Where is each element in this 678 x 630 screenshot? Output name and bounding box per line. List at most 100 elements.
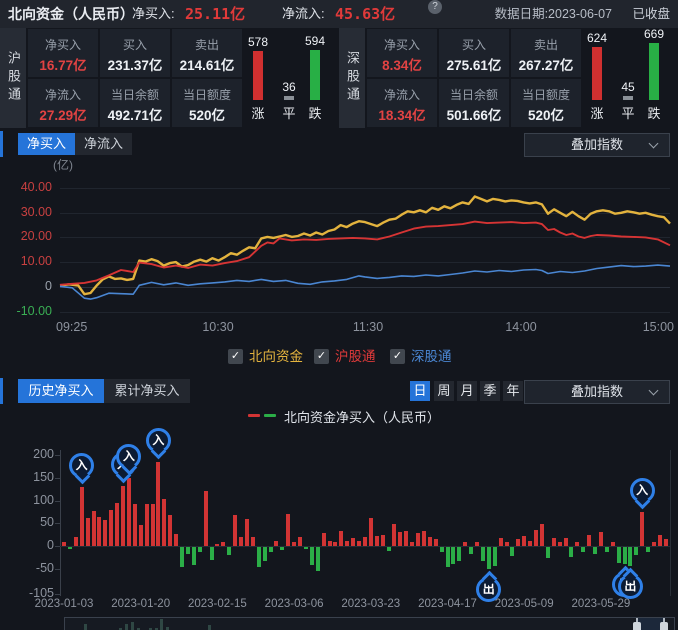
gridline [60,286,670,288]
history-bar [634,547,639,556]
history-bar [126,478,131,546]
history-bar [581,547,586,552]
bar-y-axis-tick [55,523,60,525]
history-bar [227,547,232,556]
history-bar [427,536,432,546]
history-bar [445,547,450,568]
history-bar [115,502,120,546]
navigator-mini-bar [130,622,134,630]
marker-pin-入[interactable]: 入 [629,478,655,503]
marker-pin-出[interactable]: 出 [476,576,502,602]
tab-net-buy[interactable]: 净买入 [18,133,75,155]
marker-pin-出[interactable]: 出 [617,574,643,599]
overlay-index-label: 叠加指数 [570,137,623,152]
bar-y-axis-label: -105 [28,585,54,600]
stat-value: 267.27亿 [518,58,574,73]
period-button-月[interactable]: 月 [457,381,477,401]
history-bar [138,524,143,546]
history-bar [557,541,562,546]
breadth-label: 涨 [590,106,604,121]
period-button-年[interactable]: 年 [503,381,523,401]
stat-cell [367,29,437,77]
series-line-沪股通 [59,220,671,286]
history-bar [539,524,544,546]
history-bar [469,547,474,554]
history-bar [563,537,568,546]
history-bar [545,547,550,559]
overlay-index-select[interactable]: 叠加指数 [524,133,670,157]
x-axis-label: 14:00 [505,320,537,334]
header: 北向资金（人民币） 净买入: 25.11亿 净流入: 45.63亿 ? 数据日期… [0,0,678,28]
stat-cell [172,29,242,77]
history-bar [262,547,267,561]
breadth-count: 578 [247,34,269,49]
stat-label: 当日余额 [449,88,498,102]
stat-value: 520亿 [527,108,565,123]
history-bar [475,542,479,546]
tab-cumulative-net-buy[interactable]: 累计净买入 [104,379,190,403]
stat-label: 买入 [122,38,147,52]
breadth-bar [623,95,633,100]
navigator-mini-bar [154,628,158,630]
breadth-count: 45 [621,79,635,94]
tab-history-net-buy[interactable]: 历史净买入 [18,379,104,403]
bar-right-border [670,450,671,596]
navigator-mini-bar [119,627,123,630]
history-bar [374,536,379,546]
y-axis-label: 40.00 [20,180,52,195]
bar-zero-line [60,546,670,547]
history-bar [575,542,580,546]
history-bar [404,531,409,546]
legend-checkbox-深股通[interactable]: ✓ [390,349,405,364]
bar-y-axis-tick [55,568,60,570]
history-bar [298,536,302,546]
overlay-index-select-2[interactable]: 叠加指数 [524,380,670,404]
history-bar [79,487,84,546]
marker-pin-入[interactable]: 入 [145,427,171,453]
section-accent [0,131,3,157]
breadth-bar [310,49,320,100]
history-bar [410,542,415,546]
navigator-mini-bar [83,624,87,630]
marker-pin-入[interactable]: 入 [116,444,142,469]
history-bar [315,547,320,571]
datazoom-navigator[interactable] [64,617,675,630]
stat-value: 275.61亿 [446,58,502,73]
history-bar [239,536,243,546]
history-bar [274,540,279,546]
stat-label: 净买入 [383,38,420,52]
market-status: 已收盘 [632,7,670,21]
legend-checkbox-沪股通[interactable]: ✓ [314,349,329,364]
y-axis-label: -10.00 [16,303,52,318]
series-line-深股通 [59,264,671,300]
history-bar [457,547,462,561]
stat-label: 卖出 [533,38,558,52]
x-axis-label: 09:25 [56,320,88,334]
history-bar [439,547,444,553]
navigator-handle-knob[interactable] [633,622,641,630]
period-button-日[interactable]: 日 [410,381,430,401]
breadth-label: 跌 [647,106,661,121]
history-bar [616,547,621,563]
help-icon[interactable]: ? [428,0,442,14]
history-bar [197,547,202,553]
breadth-bar [592,46,602,100]
period-button-周[interactable]: 周 [434,381,454,401]
legend-checkbox-北向资金[interactable]: ✓ [228,349,243,364]
history-bar [504,541,509,546]
navigator-handle-knob[interactable] [660,622,668,630]
bar-x-axis-label: 2023-05-09 [494,598,554,610]
history-bar [215,543,220,546]
gridline [60,262,670,264]
tab-net-inflow[interactable]: 净流入 [75,133,132,155]
stat-value: 492.71亿 [107,108,163,123]
bar-x-axis-label: 2023-04-17 [418,598,477,610]
stat-cell [28,29,98,77]
history-bar [121,485,125,546]
history-bar [646,547,651,552]
bar-x-axis-label: 2023-03-23 [341,598,401,610]
marker-pin-入[interactable]: 入 [69,453,95,478]
history-bar [528,540,533,546]
period-button-季[interactable]: 季 [480,381,500,401]
